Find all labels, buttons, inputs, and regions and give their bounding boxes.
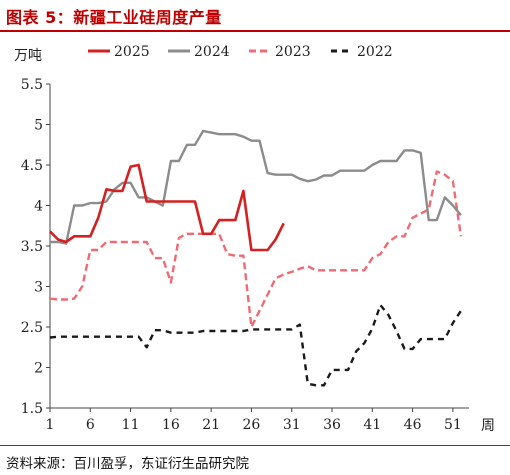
source-divider bbox=[0, 445, 510, 446]
x-tick-label: 26 bbox=[243, 417, 261, 433]
y-tick-label: 5.5 bbox=[21, 77, 43, 93]
x-tick-label: 31 bbox=[283, 417, 301, 433]
figure-title: 图表 5：新疆工业硅周度产量 bbox=[6, 8, 222, 27]
y-tick-label: 3.5 bbox=[21, 239, 43, 255]
legend-label-2025: 2025 bbox=[114, 44, 150, 60]
legend-label-2022: 2022 bbox=[357, 44, 393, 60]
series-line-2024 bbox=[50, 129, 462, 245]
x-tick-label: 41 bbox=[363, 417, 381, 433]
x-tick-label: 6 bbox=[86, 417, 95, 433]
x-tick-label: 21 bbox=[202, 417, 220, 433]
y-tick-label: 4 bbox=[34, 199, 43, 215]
title-underline bbox=[0, 30, 510, 32]
y-axis-label: 万吨 bbox=[14, 48, 42, 64]
series-line-2022 bbox=[49, 303, 462, 387]
series-line-2025 bbox=[49, 163, 285, 252]
x-tick-label: 46 bbox=[404, 417, 422, 433]
y-tick-label: 2.5 bbox=[21, 320, 43, 336]
series-line-2023 bbox=[49, 170, 463, 329]
x-tick-label: 51 bbox=[444, 417, 462, 433]
y-tick-label: 3 bbox=[34, 280, 43, 296]
y-tick-label: 5 bbox=[34, 118, 43, 134]
y-tick-label: 4.5 bbox=[21, 158, 43, 174]
line-chart: 1.522.533.544.555.51 6 11 16 21 26 31 36 41 46 51万… bbox=[14, 44, 495, 434]
legend-label-2023: 2023 bbox=[275, 44, 311, 60]
x-axis-label: 周 bbox=[481, 418, 495, 434]
y-tick-label: 2 bbox=[34, 361, 43, 377]
x-tick-label: 1 bbox=[46, 417, 55, 433]
x-tick-label: 16 bbox=[162, 417, 180, 433]
y-tick-label: 1.5 bbox=[21, 401, 43, 417]
legend-label-2024: 2024 bbox=[194, 44, 230, 60]
x-tick-label: 11 bbox=[122, 417, 140, 433]
source-note: 资料来源：百川盈孚，东证衍生品研究院 bbox=[6, 456, 249, 472]
x-tick-label: 36 bbox=[323, 417, 341, 433]
